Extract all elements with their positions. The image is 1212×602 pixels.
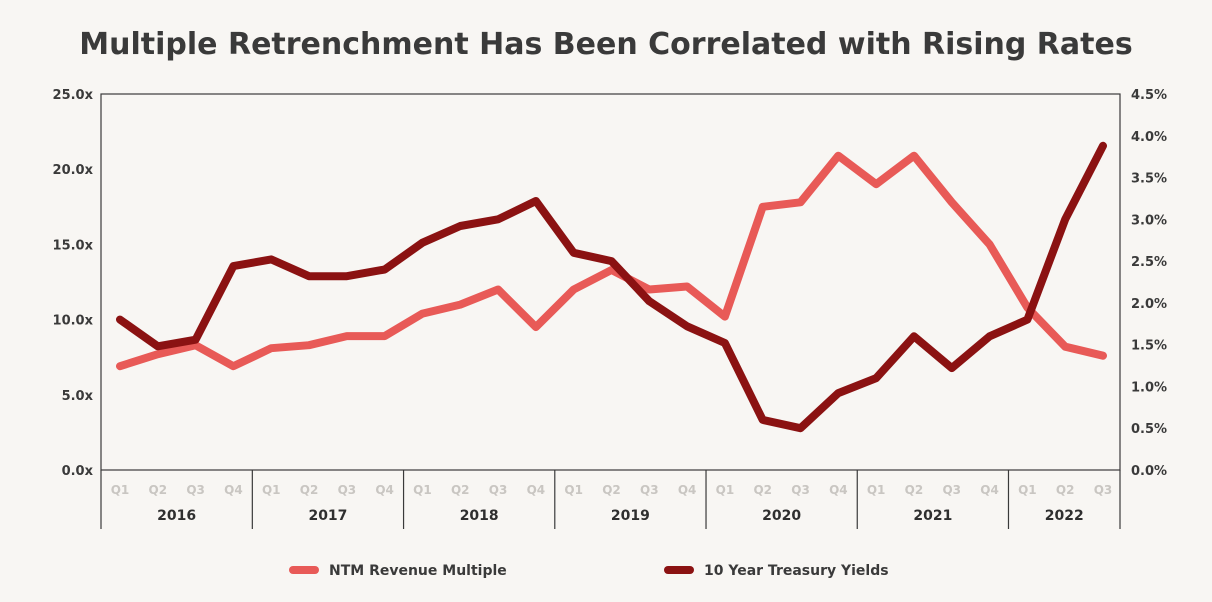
left-y-tick-label: 5.0x: [62, 389, 94, 404]
right-y-tick-label: 0.0%: [1131, 464, 1167, 479]
right-y-tick-label: 4.5%: [1131, 88, 1167, 103]
left-y-tick-label: 15.0x: [53, 238, 94, 253]
quarter-tick-label: Q2: [905, 483, 924, 497]
right-y-tick-label: 3.5%: [1131, 172, 1167, 187]
quarter-tick-label: Q3: [791, 483, 810, 497]
right-y-tick-label: 4.0%: [1131, 130, 1167, 145]
quarter-tick-label: Q1: [867, 483, 886, 497]
quarter-tick-label: Q3: [1094, 483, 1113, 497]
quarter-tick-label: Q2: [602, 483, 621, 497]
series-lines: [116, 141, 1107, 433]
left-y-tick-label: 10.0x: [53, 314, 94, 329]
ntm-revenue-multiple-line: [116, 151, 1107, 371]
quarter-tick-label: Q4: [678, 483, 697, 497]
right-y-axis: 0.0% 0.5% 1.0% 1.5% 2.0% 2.5% 3.0% 3.5% 4.0% 4.5%: [1131, 88, 1167, 479]
quarter-tick-label: Q4: [375, 483, 394, 497]
right-y-tick-label: 3.0%: [1131, 213, 1167, 228]
year-label: 2020: [762, 508, 801, 524]
left-y-tick-label: 0.0x: [62, 464, 94, 479]
x-axis: Q1 Q2 Q3 Q4 Q1 Q2 Q3 Q4 Q1 Q2 Q3 Q4 Q1 Q2 Q3 Q4 Q1 Q2 Q3 Q4…: [100, 470, 1121, 529]
quarter-tick-label: Q2: [451, 483, 470, 497]
right-y-tick-label: 2.5%: [1131, 255, 1167, 270]
right-y-tick-label: 2.0%: [1131, 297, 1167, 312]
plot-area-frame: [100, 93, 1121, 471]
left-y-tick-label: 20.0x: [53, 163, 94, 178]
quarter-tick-label: Q4: [980, 483, 999, 497]
right-y-tick-label: 1.0%: [1131, 380, 1167, 395]
year-label: 2017: [308, 508, 347, 524]
quarter-tick-label: Q4: [527, 483, 546, 497]
quarter-tick-label: Q1: [1018, 483, 1037, 497]
legend-label: 10 Year Treasury Yields: [704, 563, 889, 579]
quarter-tick-label: Q2: [300, 483, 319, 497]
left-y-tick-label: 25.0x: [53, 88, 94, 103]
quarter-tick-label: Q3: [186, 483, 205, 497]
left-y-axis: 0.0x 5.0x 10.0x 15.0x 20.0x 25.0x: [53, 88, 94, 479]
right-y-tick-label: 1.5%: [1131, 339, 1167, 354]
quarter-tick-label: Q1: [564, 483, 583, 497]
quarter-tick-label: Q2: [753, 483, 772, 497]
year-label: 2021: [913, 508, 952, 524]
quarter-tick-label: Q4: [224, 483, 243, 497]
quarter-tick-label: Q2: [149, 483, 168, 497]
chart-title: Multiple Retrenchment Has Been Correlate…: [79, 27, 1132, 62]
quarter-tick-label: Q3: [489, 483, 508, 497]
year-label: 2016: [157, 508, 196, 524]
year-label: 2022: [1045, 508, 1084, 524]
right-y-tick-label: 0.5%: [1131, 422, 1167, 437]
treasury-yields-line: [116, 141, 1107, 433]
quarter-tick-label: Q1: [111, 483, 130, 497]
quarter-tick-label: Q3: [640, 483, 659, 497]
year-label: 2019: [611, 508, 650, 524]
quarter-tick-label: Q2: [1056, 483, 1075, 497]
quarter-tick-label: Q3: [338, 483, 357, 497]
year-label: 2018: [460, 508, 499, 524]
quarter-tick-label: Q3: [942, 483, 961, 497]
quarter-tick-label: Q1: [716, 483, 735, 497]
quarter-tick-label: Q1: [262, 483, 281, 497]
legend-label: NTM Revenue Multiple: [329, 563, 507, 579]
quarter-tick-label: Q4: [829, 483, 848, 497]
legend: NTM Revenue Multiple 10 Year Treasury Yie…: [289, 563, 889, 579]
quarter-tick-label: Q1: [413, 483, 432, 497]
